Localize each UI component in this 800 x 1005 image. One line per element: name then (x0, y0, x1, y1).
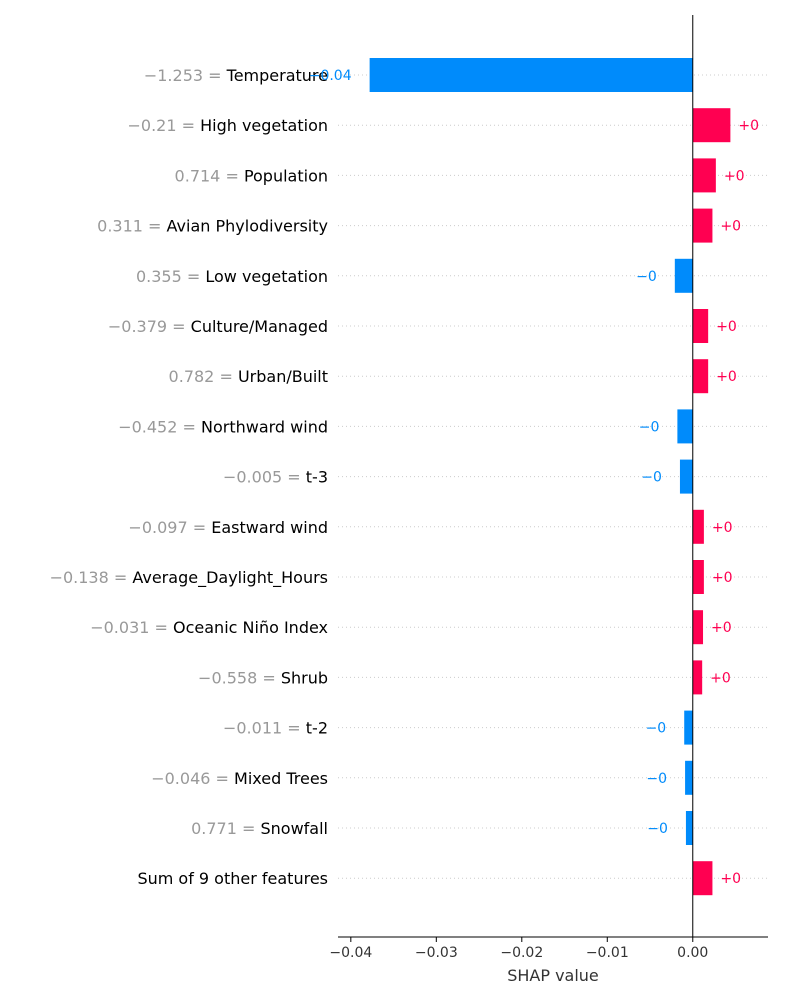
shap-bar (692, 309, 709, 343)
shap-bar (679, 459, 693, 494)
feature-label: −0.558 = Shrub (198, 668, 328, 687)
feature-name: Avian Phylodiversity (167, 217, 328, 236)
shap-bar (685, 811, 693, 845)
feature-label: Sum of 9 other features (137, 869, 328, 888)
feature-name: Snowfall (261, 819, 329, 838)
feature-label: 0.311 = Avian Phylodiversity (97, 217, 328, 236)
bar-value-label: −0 (646, 771, 667, 787)
feature-value: −0.138 = (50, 568, 133, 587)
feature-value: 0.714 = (175, 166, 244, 185)
feature-value: 0.355 = (136, 267, 205, 286)
feature-name: t-2 (306, 719, 328, 738)
feature-value: 0.311 = (97, 217, 166, 236)
feature-label: −0.21 = High vegetation (127, 116, 328, 135)
shap-bar (685, 760, 693, 795)
feature-name: Shrub (281, 668, 328, 687)
bar-value-label: +0 (711, 620, 732, 636)
feature-value: −0.558 = (198, 668, 281, 687)
feature-name: Temperature (226, 66, 328, 85)
shap-bar (692, 660, 703, 695)
shap-bar (692, 208, 713, 243)
x-tick-label: −0.03 (415, 945, 458, 961)
feature-value: −0.005 = (223, 468, 306, 487)
feature-name: Average_Daylight_Hours (132, 568, 328, 588)
feature-label: −0.005 = t-3 (223, 468, 328, 487)
feature-label: −0.097 = Eastward wind (128, 518, 328, 537)
feature-value: −0.379 = (108, 317, 191, 336)
feature-label: −1.253 = Temperature (144, 66, 328, 85)
feature-label: 0.355 = Low vegetation (136, 267, 328, 286)
feature-label: −0.379 = Culture/Managed (108, 317, 328, 336)
bar-value-label: +0 (724, 168, 745, 184)
bar-value-label: +0 (720, 871, 741, 887)
feature-name: Mixed Trees (234, 769, 328, 788)
bar-value-label: −0 (636, 269, 657, 285)
feature-value: −0.031 = (90, 618, 173, 637)
feature-name: High vegetation (200, 116, 328, 135)
bar-value-label: −0.04 (309, 68, 352, 84)
x-tick-label: −0.01 (586, 945, 629, 961)
shap-bar (369, 58, 693, 92)
feature-value: −0.046 = (151, 769, 234, 788)
feature-name: Culture/Managed (191, 317, 328, 336)
feature-label: −0.011 = t-2 (223, 719, 328, 738)
x-axis-title: SHAP value (507, 966, 599, 985)
bar-value-label: +0 (720, 219, 741, 235)
bar-value-label: −0 (641, 470, 662, 486)
bar-value-label: +0 (712, 570, 733, 586)
feature-label: −0.031 = Oceanic Niño Index (90, 618, 328, 637)
feature-name: Eastward wind (211, 518, 328, 537)
feature-value: −0.21 = (127, 116, 200, 135)
feature-name: t-3 (306, 468, 328, 487)
bar-value-label: −0 (647, 821, 668, 837)
feature-name: Urban/Built (238, 367, 328, 386)
x-axis: −0.04 −0.03 −0.02 −0.01 0.00 (329, 936, 768, 961)
shap-bar (692, 560, 704, 594)
x-tick-label: 0.00 (677, 945, 708, 961)
feature-label: −0.138 = Average_Daylight_Hours (50, 568, 328, 588)
feature-value: −0.011 = (223, 719, 306, 738)
shap-bar (684, 710, 693, 745)
shap-bar (674, 258, 693, 293)
feature-name: Oceanic Niño Index (173, 618, 328, 637)
feature-label: −0.452 = Northward wind (118, 417, 328, 436)
shap-bar (692, 108, 731, 143)
feature-name: Northward wind (201, 417, 328, 436)
bars-layer (369, 58, 731, 896)
x-tick-label: −0.02 (500, 945, 543, 961)
shap-bar (692, 861, 713, 896)
shap-bar (692, 610, 704, 645)
feature-value: −1.253 = (144, 66, 227, 85)
grid-layer (338, 74, 768, 879)
feature-label: 0.782 = Urban/Built (169, 367, 328, 386)
shap-bar (692, 158, 716, 193)
shap-bar (692, 509, 704, 544)
bar-value-label: +0 (738, 118, 759, 134)
bar-value-label: +0 (710, 670, 731, 686)
x-tick-label: −0.04 (329, 945, 372, 961)
feature-label: −0.046 = Mixed Trees (151, 769, 328, 788)
shap-bar (677, 409, 693, 444)
labels-layer: −1.253 = Temperature−0.04 −0.21 = High ve… (50, 66, 759, 888)
feature-value: 0.771 = (191, 819, 260, 838)
shap-bar (692, 359, 709, 394)
feature-name: Population (244, 166, 328, 185)
bar-value-label: −0 (646, 721, 667, 737)
feature-label: 0.771 = Snowfall (191, 819, 328, 838)
bar-value-label: +0 (716, 319, 737, 335)
bar-value-label: +0 (716, 369, 737, 385)
feature-value: −0.452 = (118, 417, 201, 436)
feature-label: 0.714 = Population (175, 166, 328, 185)
feature-name: Low vegetation (205, 267, 328, 286)
feature-value: 0.782 = (169, 367, 238, 386)
bar-value-label: −0 (639, 419, 660, 435)
feature-name: Sum of 9 other features (137, 869, 328, 888)
feature-value: −0.097 = (128, 518, 211, 537)
bar-value-label: +0 (712, 520, 733, 536)
